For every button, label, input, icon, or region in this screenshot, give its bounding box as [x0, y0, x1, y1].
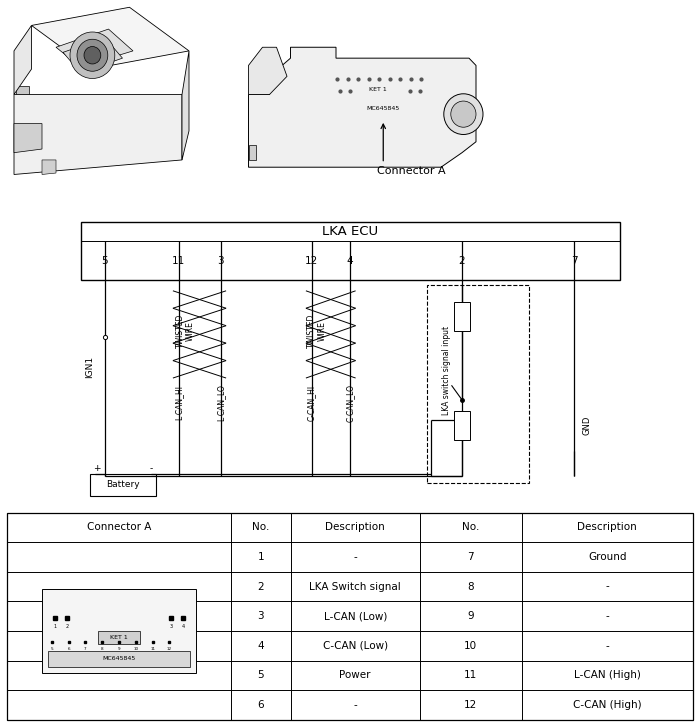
Text: MC645845: MC645845 — [367, 106, 400, 111]
Text: 11: 11 — [172, 256, 185, 265]
Polygon shape — [63, 38, 122, 73]
Bar — [332, 103, 434, 114]
Text: 6: 6 — [258, 700, 264, 710]
Text: C-CAN (Low): C-CAN (Low) — [323, 640, 388, 651]
Text: MC645845: MC645845 — [102, 656, 136, 662]
Text: -: - — [606, 582, 609, 592]
Text: 1: 1 — [53, 624, 56, 630]
Text: C-CAN_LO: C-CAN_LO — [346, 384, 354, 422]
Text: 9: 9 — [468, 611, 474, 621]
Text: Description: Description — [326, 522, 385, 532]
Text: 3: 3 — [217, 256, 224, 265]
Text: C-CAN_HI: C-CAN_HI — [307, 385, 316, 421]
Bar — [15, 127, 41, 150]
Text: 8: 8 — [101, 648, 104, 651]
Bar — [332, 69, 434, 116]
Polygon shape — [14, 124, 42, 153]
Text: 3: 3 — [258, 611, 264, 621]
Bar — [454, 302, 470, 331]
Text: 10: 10 — [464, 640, 477, 651]
Text: No.: No. — [252, 522, 270, 532]
Text: -: - — [354, 552, 357, 562]
Text: Connector A: Connector A — [87, 522, 151, 532]
Text: 12: 12 — [167, 648, 172, 651]
Text: 7: 7 — [570, 256, 578, 265]
Bar — [80, 222, 620, 280]
Bar — [98, 630, 140, 643]
Text: IGN1: IGN1 — [85, 356, 94, 378]
Circle shape — [444, 94, 483, 134]
Polygon shape — [14, 95, 182, 174]
Bar — [42, 589, 196, 672]
Bar — [329, 65, 438, 120]
Text: 4: 4 — [346, 256, 354, 265]
Text: Description: Description — [578, 522, 637, 532]
Text: Battery: Battery — [106, 481, 140, 489]
Text: KET 1: KET 1 — [110, 635, 128, 640]
Text: 2: 2 — [66, 624, 69, 630]
Text: 6: 6 — [67, 648, 70, 651]
Text: 11: 11 — [150, 648, 155, 651]
Text: 12: 12 — [464, 700, 477, 710]
Text: GND: GND — [582, 416, 591, 435]
Polygon shape — [182, 51, 189, 160]
Circle shape — [84, 47, 101, 64]
Text: 1: 1 — [258, 552, 264, 562]
Text: -: - — [606, 611, 609, 621]
Polygon shape — [14, 25, 32, 95]
Text: LKA switch signal input: LKA switch signal input — [442, 326, 451, 415]
Text: LKA Switch signal: LKA Switch signal — [309, 582, 401, 592]
Bar — [18, 140, 38, 148]
Text: Power: Power — [340, 670, 371, 680]
Text: +: + — [93, 464, 101, 473]
Text: 3: 3 — [169, 624, 172, 630]
Polygon shape — [248, 47, 476, 167]
Bar — [16, 86, 29, 104]
Text: Ground: Ground — [588, 552, 626, 562]
Text: 2: 2 — [458, 256, 466, 265]
Text: Connector A: Connector A — [377, 166, 446, 176]
Text: L-CAN (Low): L-CAN (Low) — [323, 611, 387, 621]
Text: 9: 9 — [118, 648, 120, 651]
Text: 8: 8 — [468, 582, 474, 592]
Text: 10: 10 — [133, 648, 139, 651]
Text: 4: 4 — [258, 640, 264, 651]
Text: 7: 7 — [84, 648, 87, 651]
Text: 7: 7 — [468, 552, 474, 562]
Text: 12: 12 — [305, 256, 318, 265]
Text: 11: 11 — [464, 670, 477, 680]
Text: LKA ECU: LKA ECU — [322, 225, 378, 238]
Text: -: - — [354, 700, 357, 710]
Circle shape — [451, 101, 476, 127]
Text: 5: 5 — [102, 256, 108, 265]
Text: No.: No. — [462, 522, 480, 532]
Text: C-CAN (High): C-CAN (High) — [573, 700, 642, 710]
Bar — [7, 513, 693, 720]
Text: KET 1: KET 1 — [369, 87, 387, 92]
Bar — [454, 411, 470, 440]
Polygon shape — [32, 7, 189, 69]
Circle shape — [77, 39, 108, 71]
Circle shape — [70, 32, 115, 79]
Text: 4: 4 — [182, 624, 185, 630]
Text: 5: 5 — [258, 670, 264, 680]
Text: TWISTED
WIRE: TWISTED WIRE — [307, 313, 326, 348]
Polygon shape — [42, 160, 56, 174]
Text: TWISTED
WIRE: TWISTED WIRE — [176, 313, 195, 348]
Text: -: - — [149, 464, 153, 473]
Text: 2: 2 — [258, 582, 264, 592]
Text: L-CAN_LO: L-CAN_LO — [216, 385, 225, 421]
Polygon shape — [248, 145, 256, 160]
Bar — [356, 83, 401, 96]
Text: -: - — [606, 640, 609, 651]
Polygon shape — [248, 47, 287, 95]
Bar — [48, 651, 190, 667]
Text: L-CAN_HI: L-CAN_HI — [174, 385, 183, 420]
Bar — [90, 474, 156, 496]
Text: L-CAN (High): L-CAN (High) — [574, 670, 640, 680]
Polygon shape — [56, 29, 133, 67]
Text: 5: 5 — [50, 648, 53, 651]
